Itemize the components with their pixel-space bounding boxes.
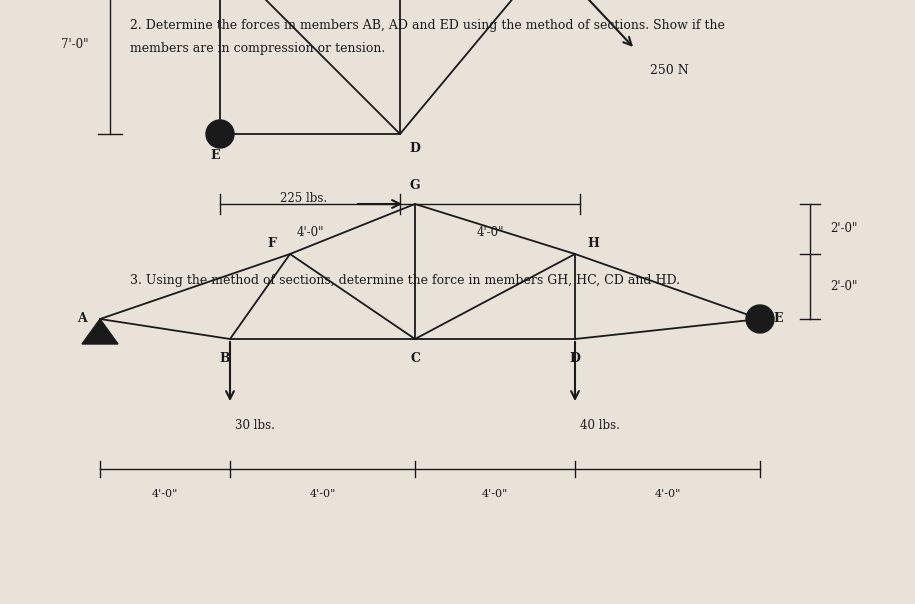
Text: 2'-0": 2'-0" xyxy=(830,222,857,236)
Text: 2'-0": 2'-0" xyxy=(830,280,857,293)
Text: 3. Using the method of sections, determine the force in members GH, HC, CD and H: 3. Using the method of sections, determi… xyxy=(130,274,680,287)
Text: 4'-0": 4'-0" xyxy=(152,489,178,499)
Text: 2. Determine the forces in members AB, AD and ED using the method of sections. S: 2. Determine the forces in members AB, A… xyxy=(130,19,725,32)
Text: C: C xyxy=(410,353,420,365)
Text: E: E xyxy=(773,312,782,326)
Polygon shape xyxy=(82,319,118,344)
Text: 4'-0": 4'-0" xyxy=(309,489,336,499)
Text: 4'-0": 4'-0" xyxy=(476,226,504,239)
Text: A: A xyxy=(77,312,87,326)
Text: 30 lbs.: 30 lbs. xyxy=(235,419,274,432)
Text: 4'-0": 4'-0" xyxy=(482,489,508,499)
Text: 225 lbs.: 225 lbs. xyxy=(280,193,328,205)
Circle shape xyxy=(206,120,234,148)
Text: members are in compression or tension.: members are in compression or tension. xyxy=(130,42,385,55)
Text: E: E xyxy=(210,150,220,162)
Text: D: D xyxy=(569,353,580,365)
Text: G: G xyxy=(410,179,420,193)
Text: 250 N: 250 N xyxy=(650,64,689,77)
Text: 40 lbs.: 40 lbs. xyxy=(580,419,619,432)
Text: F: F xyxy=(267,237,276,251)
Text: D: D xyxy=(410,143,420,155)
Text: B: B xyxy=(220,353,231,365)
Text: 4'-0": 4'-0" xyxy=(654,489,681,499)
Text: 4'-0": 4'-0" xyxy=(296,226,324,239)
Circle shape xyxy=(746,305,774,333)
Text: H: H xyxy=(587,237,599,251)
Text: 7'-0": 7'-0" xyxy=(61,37,89,51)
